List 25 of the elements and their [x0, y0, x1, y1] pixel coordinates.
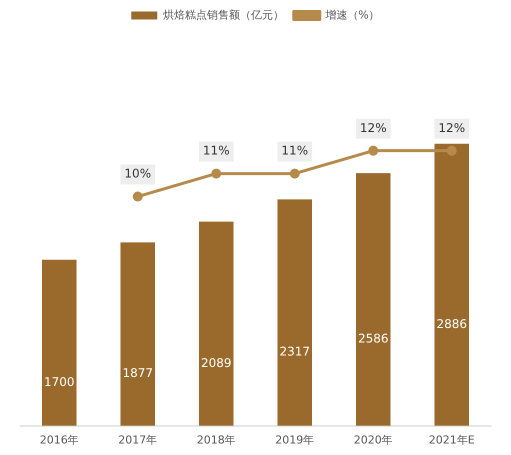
bar — [198, 222, 234, 426]
x-tick-label: 2017年 — [118, 433, 158, 446]
x-tick-label: 2020年 — [354, 433, 393, 446]
data-label: 1700 — [44, 374, 75, 389]
data-label: 11% — [202, 144, 230, 158]
bar — [434, 144, 470, 426]
x-tick-label: 2019年 — [275, 433, 314, 446]
legend-label: 增速（%） — [324, 8, 380, 22]
bar — [277, 199, 312, 426]
data-label: 12% — [438, 120, 466, 135]
x-tick-label: 2018年 — [196, 433, 236, 446]
bar — [42, 260, 77, 426]
x-tick-label: 2021年E — [428, 433, 475, 446]
data-label: 11% — [281, 144, 308, 158]
bar — [120, 242, 156, 426]
bar — [356, 173, 391, 426]
legend-label: 烘焙糕点销售额（亿元） — [162, 8, 284, 22]
data-label: 2586 — [358, 332, 389, 346]
data-label: 10% — [124, 166, 152, 181]
x-tick-label: 2016年 — [40, 433, 79, 446]
data-label: 2089 — [200, 356, 232, 370]
data-label: 12% — [360, 120, 387, 135]
data-label: 1877 — [122, 366, 154, 380]
data-label: 2317 — [279, 344, 310, 359]
data-label: 2886 — [436, 316, 468, 331]
